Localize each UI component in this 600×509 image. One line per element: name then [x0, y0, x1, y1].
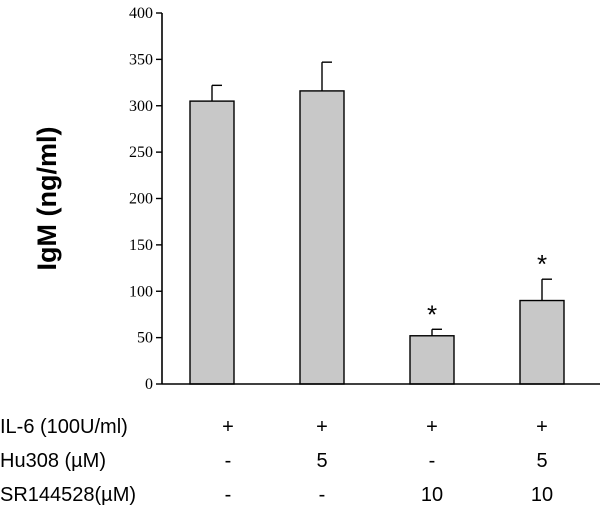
- condition-row-label: SR144528(µM): [0, 484, 136, 506]
- condition-value: -: [225, 484, 232, 506]
- y-tick-label: 250: [129, 144, 153, 161]
- significance-markers: **: [427, 249, 547, 329]
- y-axis-title: IgM (ng/ml): [32, 127, 62, 271]
- condition-value: 10: [531, 484, 553, 506]
- condition-value: -: [429, 450, 436, 472]
- condition-value: 5: [536, 450, 547, 472]
- y-axis-ticks: 0 50 100 150 200 250 300 350 400: [129, 5, 162, 393]
- bar: [409, 335, 455, 385]
- y-tick-label: 150: [129, 237, 153, 254]
- condition-value: 5: [316, 450, 327, 472]
- y-tick-label: 400: [129, 5, 153, 22]
- error-bars: [211, 61, 552, 336]
- condition-row-label: IL-6 (100U/ml): [0, 416, 128, 438]
- bar: [519, 299, 565, 385]
- y-tick-label: 0: [145, 376, 153, 393]
- condition-table: IL-6 (100U/ml) + + + + Hu308 (µM) - 5 - 5 SR144528…: [0, 416, 553, 506]
- condition-value: -: [225, 450, 232, 472]
- bar: [299, 90, 345, 385]
- y-tick-label: 50: [137, 330, 153, 347]
- bars: [189, 90, 565, 385]
- bar: [189, 100, 235, 385]
- y-tick-label: 200: [129, 191, 153, 208]
- condition-value: +: [222, 416, 234, 438]
- y-tick-label: 350: [129, 51, 153, 68]
- condition-row-label: Hu308 (µM): [0, 450, 106, 472]
- significance-star: *: [537, 249, 547, 279]
- condition-value: +: [536, 416, 548, 438]
- condition-value: +: [426, 416, 438, 438]
- significance-star: *: [427, 299, 437, 329]
- y-tick-label: 100: [129, 283, 153, 300]
- condition-value: +: [316, 416, 328, 438]
- y-tick-label: 300: [129, 98, 153, 115]
- condition-value: 10: [421, 484, 443, 506]
- condition-value: -: [319, 484, 326, 506]
